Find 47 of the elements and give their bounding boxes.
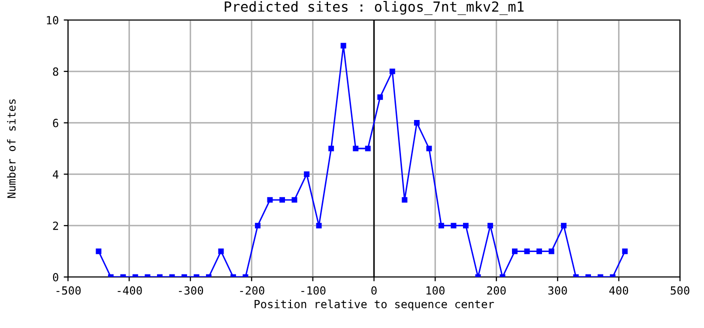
point bbox=[328, 146, 334, 152]
x-tick-label: -500 bbox=[56, 286, 81, 295]
x-tick-label: 200 bbox=[487, 286, 506, 295]
point bbox=[316, 222, 322, 228]
x-tick-label: -300 bbox=[178, 286, 204, 295]
y-tick-label: 0 bbox=[53, 273, 58, 282]
point bbox=[414, 120, 420, 126]
x-tick-label: 100 bbox=[426, 286, 445, 295]
x-tick-label: 400 bbox=[609, 286, 628, 295]
point bbox=[365, 146, 371, 152]
y-tick-label: 4 bbox=[52, 170, 58, 178]
y-axis-title: Number of sites bbox=[7, 99, 16, 198]
point bbox=[622, 248, 628, 254]
point bbox=[340, 42, 346, 48]
point bbox=[304, 171, 310, 177]
point bbox=[463, 222, 469, 228]
y-tick-label: 6 bbox=[53, 118, 58, 128]
point bbox=[292, 197, 298, 203]
point bbox=[426, 146, 432, 152]
x-tick-label: -200 bbox=[240, 286, 264, 295]
point bbox=[560, 222, 566, 228]
point bbox=[218, 248, 224, 254]
x-tick-label: 500 bbox=[670, 286, 690, 295]
y-tick-label: 8 bbox=[52, 67, 58, 76]
x-tick-label: 300 bbox=[548, 286, 567, 295]
point bbox=[438, 222, 444, 228]
point bbox=[488, 222, 494, 228]
point bbox=[377, 94, 383, 100]
y-tick-label: 10 bbox=[46, 16, 58, 24]
point bbox=[267, 197, 273, 203]
point bbox=[548, 248, 554, 254]
point bbox=[402, 197, 408, 203]
point bbox=[254, 222, 260, 228]
point bbox=[512, 248, 518, 254]
point bbox=[450, 222, 456, 228]
x-axis-title: Position relative to sequence center bbox=[254, 300, 494, 310]
x-tick-label: -100 bbox=[301, 286, 326, 295]
point bbox=[390, 68, 396, 74]
y-tick-label: 2 bbox=[53, 222, 58, 230]
point bbox=[96, 248, 102, 254]
point bbox=[524, 248, 530, 254]
point bbox=[352, 146, 358, 152]
x-tick-label: 0 bbox=[371, 286, 377, 295]
point bbox=[536, 248, 542, 254]
chart-title: Predicted sites : oligos_7nt_mkv2_m1 bbox=[224, 1, 524, 15]
x-tick-label: -400 bbox=[118, 286, 142, 295]
point bbox=[279, 197, 285, 203]
